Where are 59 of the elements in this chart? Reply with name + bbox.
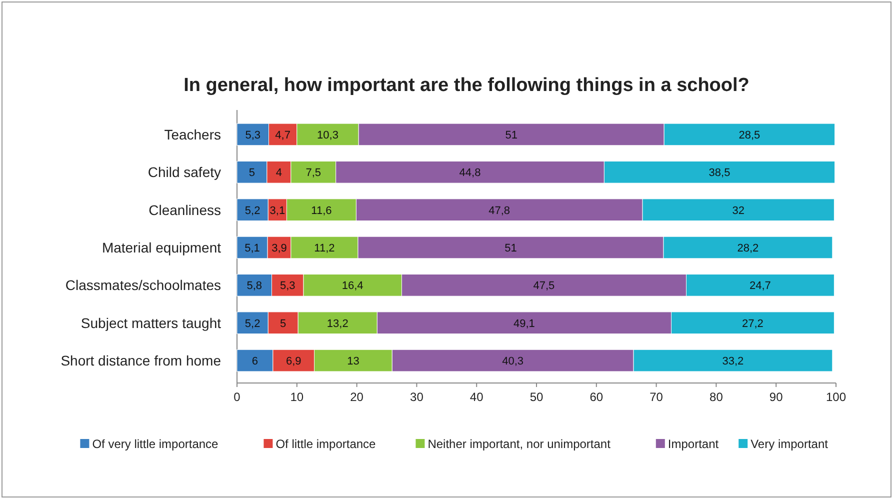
data-label: 3,1 [270,204,286,217]
y-tick-label: Cleanliness [148,202,221,218]
data-label: 10,3 [317,129,338,142]
legend-label: Of little importance [276,437,376,451]
legend-label: Neither important, nor unimportant [428,437,612,451]
x-tick-label: 80 [710,390,724,404]
x-tick-label: 10 [290,390,304,404]
data-label: 51 [505,129,518,142]
x-tick-label: 70 [650,390,664,404]
x-tick-label: 60 [590,390,604,404]
x-tick-label: 100 [826,390,846,404]
y-tick-label: Teachers [164,126,221,142]
data-label: 5 [248,167,256,180]
data-label: 11,2 [314,242,335,254]
data-label: 5,8 [246,280,262,292]
data-label: 16,4 [342,280,364,292]
data-label: 5,2 [244,204,260,217]
chart-title: In general, how important are the following things in a school? [184,75,750,96]
data-label: 5,3 [245,129,261,142]
data-label: 38,5 [708,167,730,180]
y-tick-label: Material equipment [102,240,222,256]
data-label: 5,2 [244,318,260,330]
data-label: 5,3 [280,280,296,292]
data-label: 13,2 [326,318,348,330]
y-tick-label: Child safety [148,164,221,180]
x-tick-label: 90 [769,390,784,404]
x-tick-label: 20 [350,390,364,404]
legend-label: Of very little importance [92,437,219,451]
y-tick-label: Classmates/schoolmates [65,277,221,294]
y-tick-label: Subject matters taught [80,314,222,331]
legend-label: Important [668,437,720,451]
data-label: 32 [732,204,744,217]
data-label: 33,2 [722,356,744,368]
data-label: 5,1 [244,242,260,254]
data-label: 4,7 [275,129,290,142]
x-tick-label: 0 [234,390,241,404]
data-label: 6,9 [286,356,302,368]
x-tick-label: 30 [410,390,424,404]
data-label: 44,8 [459,167,481,180]
data-label: 40,3 [502,356,524,368]
data-label: 5 [280,318,286,330]
data-label: 7,5 [306,167,322,180]
data-label: 4 [276,167,282,180]
data-label: 24,7 [750,280,771,292]
y-tick-label: Short distance from home [60,352,222,369]
x-tick-label: 50 [530,390,544,404]
data-label: 51 [504,242,517,254]
x-tick-label: 40 [470,390,484,404]
data-label: 27,2 [742,318,764,330]
data-label: 3,9 [272,242,287,254]
data-label: 13 [347,356,360,368]
data-label: 49,1 [514,318,535,330]
data-label: 47,5 [533,280,555,292]
data-label: 28,2 [737,242,759,254]
data-label: 47,8 [488,204,510,217]
data-label: 6 [252,356,258,368]
data-label: 11,6 [311,204,332,217]
data-label: 28,5 [738,129,760,142]
legend-label: Very important [750,437,829,451]
